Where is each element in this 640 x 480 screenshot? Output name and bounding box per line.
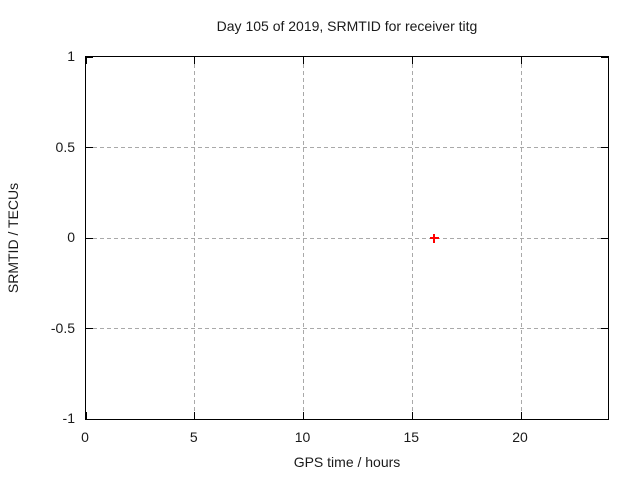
y-tick-left-1: [86, 56, 93, 58]
y-tick-right--1: [601, 418, 608, 420]
x-tick-bottom-15: [411, 412, 413, 419]
plot-area: [85, 56, 609, 420]
y-tick-left--1: [86, 418, 93, 420]
data-point-marker: [429, 233, 439, 243]
x-tick-bottom-5: [194, 412, 196, 419]
x-tick-label-10: 10: [294, 429, 311, 445]
x-tick-label-15: 15: [403, 429, 420, 445]
y-tick-right-0.5: [601, 147, 608, 148]
y-tick-right-1: [601, 56, 608, 58]
gridline-y--0.5: [86, 328, 608, 329]
y-tick-left-0.5: [86, 147, 93, 148]
x-axis-title: GPS time / hours: [293, 454, 401, 470]
y-tick-left--0.5: [86, 328, 93, 329]
y-tick-label-0: 0: [67, 229, 75, 245]
x-tick-top-5: [194, 57, 196, 64]
x-tick-label-5: 5: [189, 429, 198, 445]
y-tick-label-0.5: 0.5: [55, 138, 75, 155]
x-tick-top-15: [411, 57, 413, 64]
y-tick-left-0: [86, 237, 93, 239]
x-tick-top-10: [303, 57, 304, 64]
x-tick-bottom-0: [85, 412, 87, 419]
x-tick-label-0: 0: [81, 429, 89, 445]
x-tick-bottom-10: [303, 412, 304, 419]
x-tick-label-20: 20: [512, 429, 528, 445]
x-tick-top-20: [520, 57, 522, 64]
chart-title: Day 105 of 2019, SRMTID for receiver tit…: [216, 18, 478, 34]
y-tick-right--0.5: [601, 328, 608, 329]
y-tick-label--1: -1: [62, 410, 75, 426]
x-tick-bottom-20: [520, 412, 522, 419]
gridline-y-0.5: [86, 147, 608, 148]
y-tick-label--0.5: -0.5: [50, 319, 75, 336]
marker-vertical-arm: [433, 233, 435, 243]
y-tick-label-1: 1: [67, 48, 75, 64]
x-tick-top-0: [85, 57, 87, 64]
y-tick-right-0: [601, 237, 608, 239]
gridline-y-0: [86, 237, 608, 239]
